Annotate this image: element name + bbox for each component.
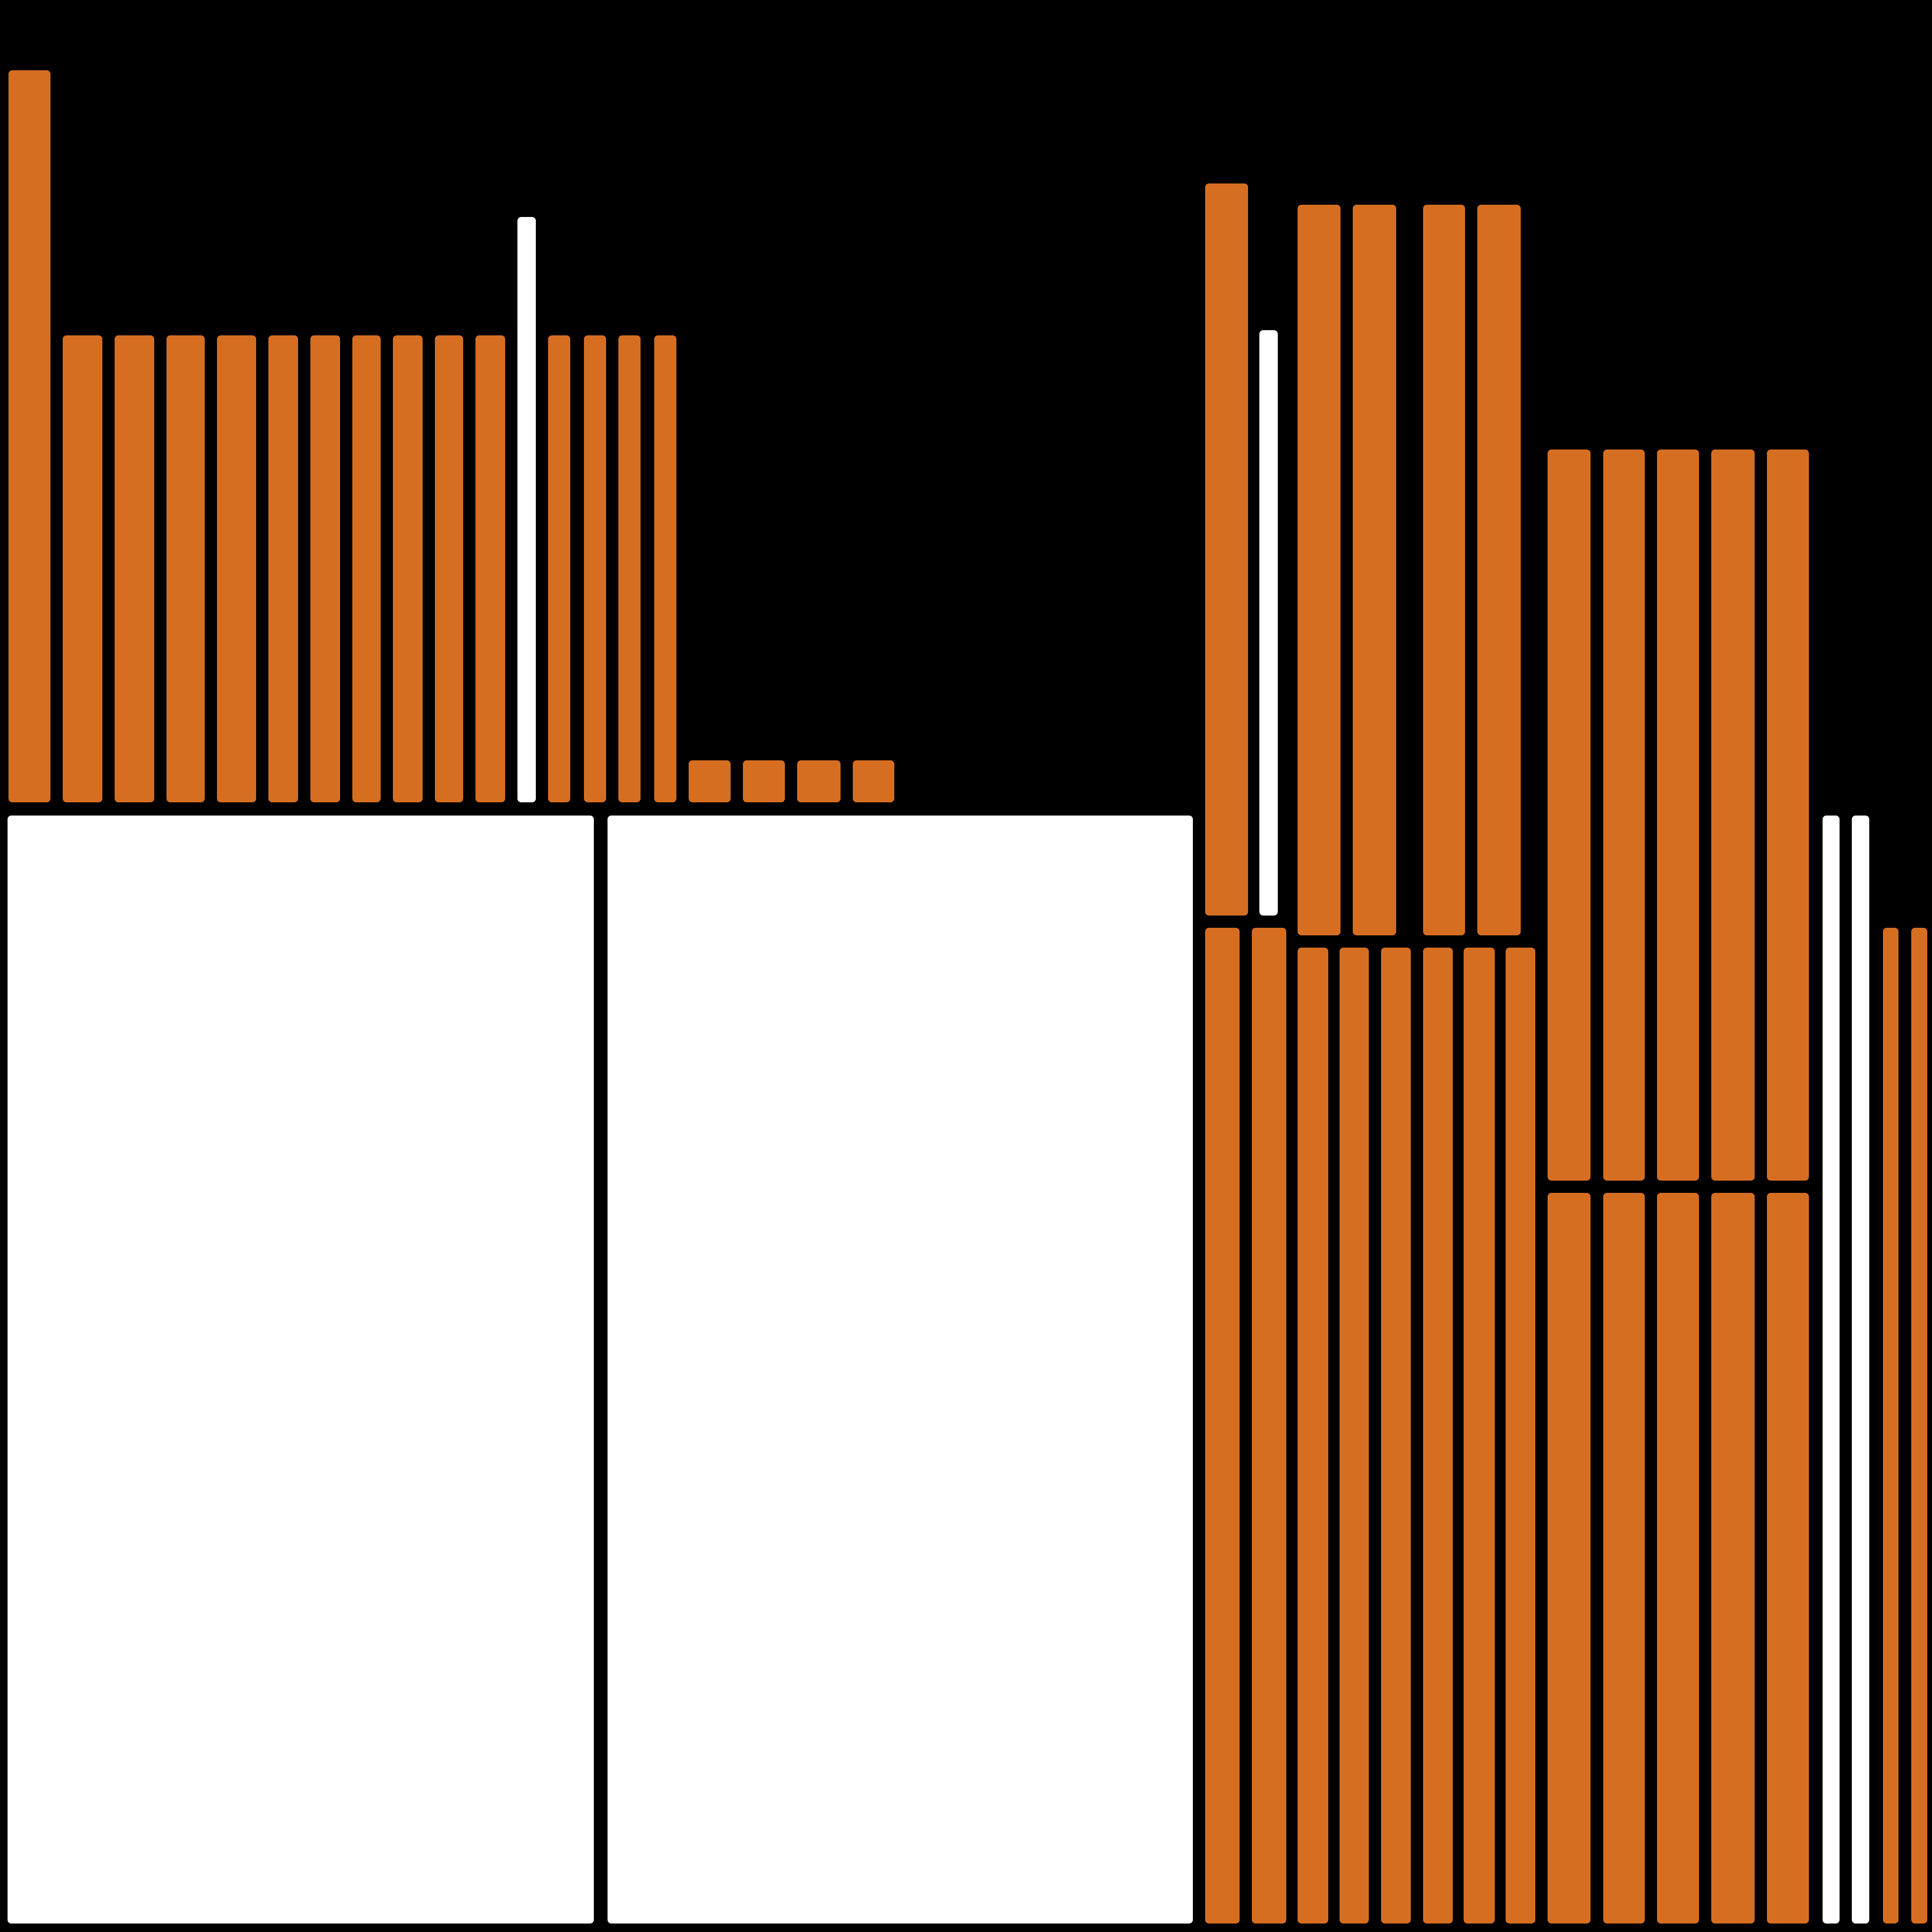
orange-block-11 [475, 335, 505, 802]
orange-block-8 [352, 335, 381, 802]
orange-block-34 [1205, 928, 1240, 1924]
white-block-12 [517, 217, 536, 802]
orange-block-6 [268, 335, 299, 802]
orange-block-33 [1766, 450, 1809, 1181]
orange-block-19 [797, 760, 841, 802]
orange-block-17 [689, 760, 731, 802]
orange-block-10 [435, 335, 464, 802]
orange-block-9 [393, 335, 423, 802]
orange-block-50 [1911, 928, 1927, 1924]
orange-block-39 [1423, 947, 1453, 1924]
orange-block-18 [743, 760, 785, 802]
orange-block-38 [1381, 947, 1411, 1924]
orange-block-29 [1547, 450, 1591, 1181]
orange-block-5 [217, 335, 257, 802]
orange-block-14 [584, 335, 607, 802]
orange-block-13 [548, 335, 571, 802]
white-block-47 [1822, 816, 1840, 1924]
orange-block-23 [1205, 183, 1249, 916]
orange-block-27 [1423, 204, 1465, 935]
white-block-22 [607, 816, 1193, 1924]
orange-block-20 [852, 760, 895, 802]
orange-block-26 [1353, 204, 1396, 935]
white-block-21 [7, 816, 594, 1924]
orange-block-16 [654, 335, 677, 802]
orange-block-3 [114, 335, 154, 802]
white-block-48 [1852, 816, 1869, 1924]
orange-block-45 [1711, 1192, 1755, 1924]
orange-block-15 [618, 335, 641, 802]
orange-block-32 [1711, 450, 1755, 1181]
orange-block-49 [1882, 928, 1899, 1924]
orange-block-42 [1547, 1192, 1591, 1924]
orange-block-36 [1297, 947, 1328, 1924]
orange-block-30 [1603, 450, 1645, 1181]
orange-block-28 [1477, 204, 1521, 935]
orange-block-4 [166, 335, 205, 802]
orange-block-43 [1603, 1192, 1645, 1924]
white-block-24 [1259, 330, 1278, 916]
orange-block-46 [1766, 1192, 1809, 1924]
orange-block-35 [1252, 928, 1287, 1924]
orange-block-25 [1297, 204, 1341, 935]
orange-block-44 [1657, 1192, 1699, 1924]
orange-block-1 [8, 70, 51, 802]
orange-block-41 [1506, 947, 1535, 1924]
orange-block-2 [63, 335, 102, 802]
orange-block-40 [1464, 947, 1495, 1924]
orange-block-31 [1657, 450, 1699, 1181]
orange-block-7 [310, 335, 340, 802]
orange-block-37 [1339, 947, 1369, 1924]
